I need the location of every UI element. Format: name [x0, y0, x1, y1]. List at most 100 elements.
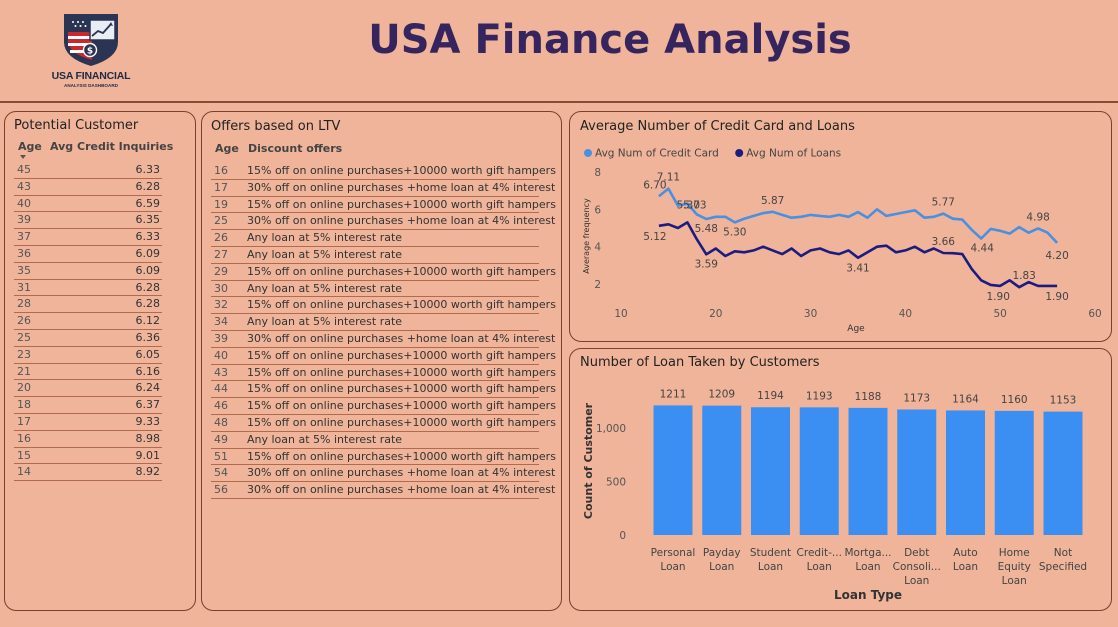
bar[interactable]	[799, 407, 839, 535]
cell-avg-credit-inquiries: 8.98	[135, 431, 161, 445]
card-title: Offers based on LTV	[211, 119, 341, 134]
table-row[interactable]: 34 Any loan at 5% interest rate	[211, 314, 539, 331]
table-row[interactable]: 48 15% off on online purchases+10000 wort…	[211, 415, 556, 432]
table-row[interactable]: 40 6.59	[14, 196, 162, 213]
bar[interactable]	[946, 410, 985, 535]
cell-age: 19	[214, 197, 228, 211]
table-row[interactable]: 15 9.01	[14, 448, 162, 465]
legend-item[interactable]: Avg Num of Loans	[746, 148, 841, 160]
y-tick-label: 4	[594, 242, 601, 254]
table-row[interactable]: 26 6.12	[14, 313, 162, 330]
bar[interactable]	[848, 407, 888, 535]
bar[interactable]	[653, 405, 693, 535]
x-axis-title: Loan Type	[834, 588, 902, 602]
cell-discount-offer: Any loan at 5% interest rate	[247, 432, 403, 446]
bar-value-label: 1193	[806, 390, 833, 402]
table-row[interactable]: 25 6.36	[14, 330, 162, 347]
cell-discount-offer: 30% off on online purchases +home loan a…	[247, 466, 556, 480]
cell-discount-offer: 30% off on online purchases +home loan a…	[247, 180, 556, 194]
y-tick-label: 2	[594, 279, 601, 291]
cell-age: 40	[17, 196, 31, 210]
table-row[interactable]: 18 6.37	[14, 397, 162, 414]
table-row[interactable]: 35 6.09	[14, 263, 162, 280]
data-label: 3.66	[932, 236, 956, 248]
cell-avg-credit-inquiries: 6.09	[135, 247, 161, 260]
cell-avg-credit-inquiries: 6.37	[135, 398, 161, 412]
sort-descending-icon[interactable]	[20, 155, 26, 159]
cell-age: 40	[214, 348, 228, 362]
table-row[interactable]: 32 15% off on online purchases+10000 wort…	[211, 297, 556, 315]
table-row[interactable]: 45 6.33	[14, 162, 162, 179]
table-row[interactable]: 30 Any loan at 5% interest rate	[211, 281, 539, 298]
table-row[interactable]: 28 6.28	[14, 296, 162, 314]
bar[interactable]	[897, 409, 937, 535]
card-title: Potential Customer	[14, 118, 139, 133]
legend-marker[interactable]	[584, 149, 592, 157]
table-row[interactable]: 54 30% off on online purchases +home loan…	[211, 465, 555, 483]
table-row[interactable]: 36 6.09	[14, 246, 162, 263]
cell-age: 37	[17, 230, 31, 244]
table-row[interactable]: 19 15% off on online purchases+10000 wort…	[211, 197, 556, 214]
table-row[interactable]: 39 30% off on online purchases +home loan…	[211, 331, 555, 348]
table-row[interactable]: 46 15% off on online purchases+10000 wort…	[211, 398, 556, 415]
table-row[interactable]: 56 30% off on online purchases +home loan…	[211, 482, 555, 499]
card-title: Number of Loan Taken by Customers	[580, 355, 820, 370]
table-row[interactable]: 49 Any loan at 5% interest rate	[211, 432, 539, 449]
col-header-age[interactable]: Age	[18, 140, 42, 153]
cell-discount-offer: 15% off on online purchases+10000 worth …	[247, 365, 556, 379]
cell-age: 23	[17, 347, 31, 361]
series-line-0[interactable]	[658, 187, 1059, 244]
bar[interactable]	[1043, 411, 1083, 535]
legend-item[interactable]: Avg Num of Credit Card	[595, 148, 719, 160]
cell-age: 35	[17, 263, 31, 277]
table-row[interactable]: 37 6.33	[14, 229, 162, 246]
table-row[interactable]: 27 Any loan at 5% interest rate	[211, 247, 539, 264]
category-label: Auto Loan	[953, 547, 978, 573]
table-row[interactable]: 16 15% off on online purchases+10000 wort…	[211, 163, 556, 180]
table-row[interactable]: 29 15% off on online purchases+10000 wort…	[211, 264, 556, 281]
table-row[interactable]: 16 8.98	[14, 431, 162, 448]
y-axis-title: Count of Customer	[582, 402, 595, 519]
cell-age: 43	[214, 365, 228, 379]
cell-age: 14	[17, 465, 31, 479]
table-row[interactable]: 43 15% off on online purchases+10000 wort…	[211, 365, 556, 382]
cell-discount-offer: 15% off on online purchases+10000 worth …	[247, 416, 556, 429]
table-row[interactable]: 26 Any loan at 5% interest rate	[211, 230, 539, 247]
table-row[interactable]: 51 15% off on online purchases+10000 wort…	[211, 449, 556, 466]
col-header-age[interactable]: Age	[215, 142, 239, 155]
category-label: Debt Consoli... Loan	[893, 547, 941, 587]
table-row[interactable]: 43 6.28	[14, 179, 162, 196]
table-row[interactable]: 17 30% off on online purchases +home loan…	[211, 180, 555, 197]
table-row[interactable]: 44 15% off on online purchases+10000 wort…	[211, 381, 556, 399]
table-row[interactable]: 21 6.16	[14, 364, 162, 381]
bar[interactable]	[702, 405, 742, 535]
bar[interactable]	[751, 407, 790, 535]
table-row[interactable]: 39 6.35	[14, 212, 162, 230]
data-label: 7.11	[657, 172, 680, 184]
cell-discount-offer: 15% off on online purchases+10000 worth …	[247, 164, 556, 177]
data-label: 6.70	[643, 179, 666, 191]
table-row[interactable]: 14 8.92	[14, 464, 162, 482]
bar[interactable]	[994, 410, 1034, 535]
line-chart: Avg Num of Credit Card Avg Num of Loans 2 4…	[582, 148, 1102, 335]
table-row[interactable]: 20 6.24	[14, 380, 162, 398]
table-row[interactable]: 31 6.28	[14, 280, 162, 297]
cell-age: 34	[214, 315, 228, 329]
cell-discount-offer: 30% off on online purchases +home loan a…	[247, 214, 556, 228]
cell-avg-credit-inquiries: 6.05	[135, 347, 161, 361]
col-header-avg-credit-inquiries[interactable]: Avg Credit Inquiries	[50, 140, 174, 153]
y-tick-label: 1,000	[596, 423, 626, 435]
series-line-1[interactable]	[658, 221, 1058, 289]
table-row[interactable]: 25 30% off on online purchases +home loan…	[211, 213, 555, 231]
legend-marker[interactable]	[735, 149, 744, 157]
data-label: 4.44	[971, 242, 995, 254]
category-label: Not Specified	[1039, 547, 1087, 573]
col-header-discount-offers[interactable]: Discount offers	[248, 142, 343, 155]
table-row[interactable]: 23 6.05	[14, 347, 162, 364]
data-label: 4.20	[1045, 250, 1068, 262]
table-row[interactable]: 40 15% off on online purchases+10000 wort…	[211, 348, 556, 365]
table-row[interactable]: 17 9.33	[14, 414, 162, 431]
logo-subtext: ANALYSIS DASHBOARD	[64, 83, 118, 88]
cell-age: 32	[214, 298, 228, 312]
bar-value-label: 1173	[903, 392, 930, 404]
